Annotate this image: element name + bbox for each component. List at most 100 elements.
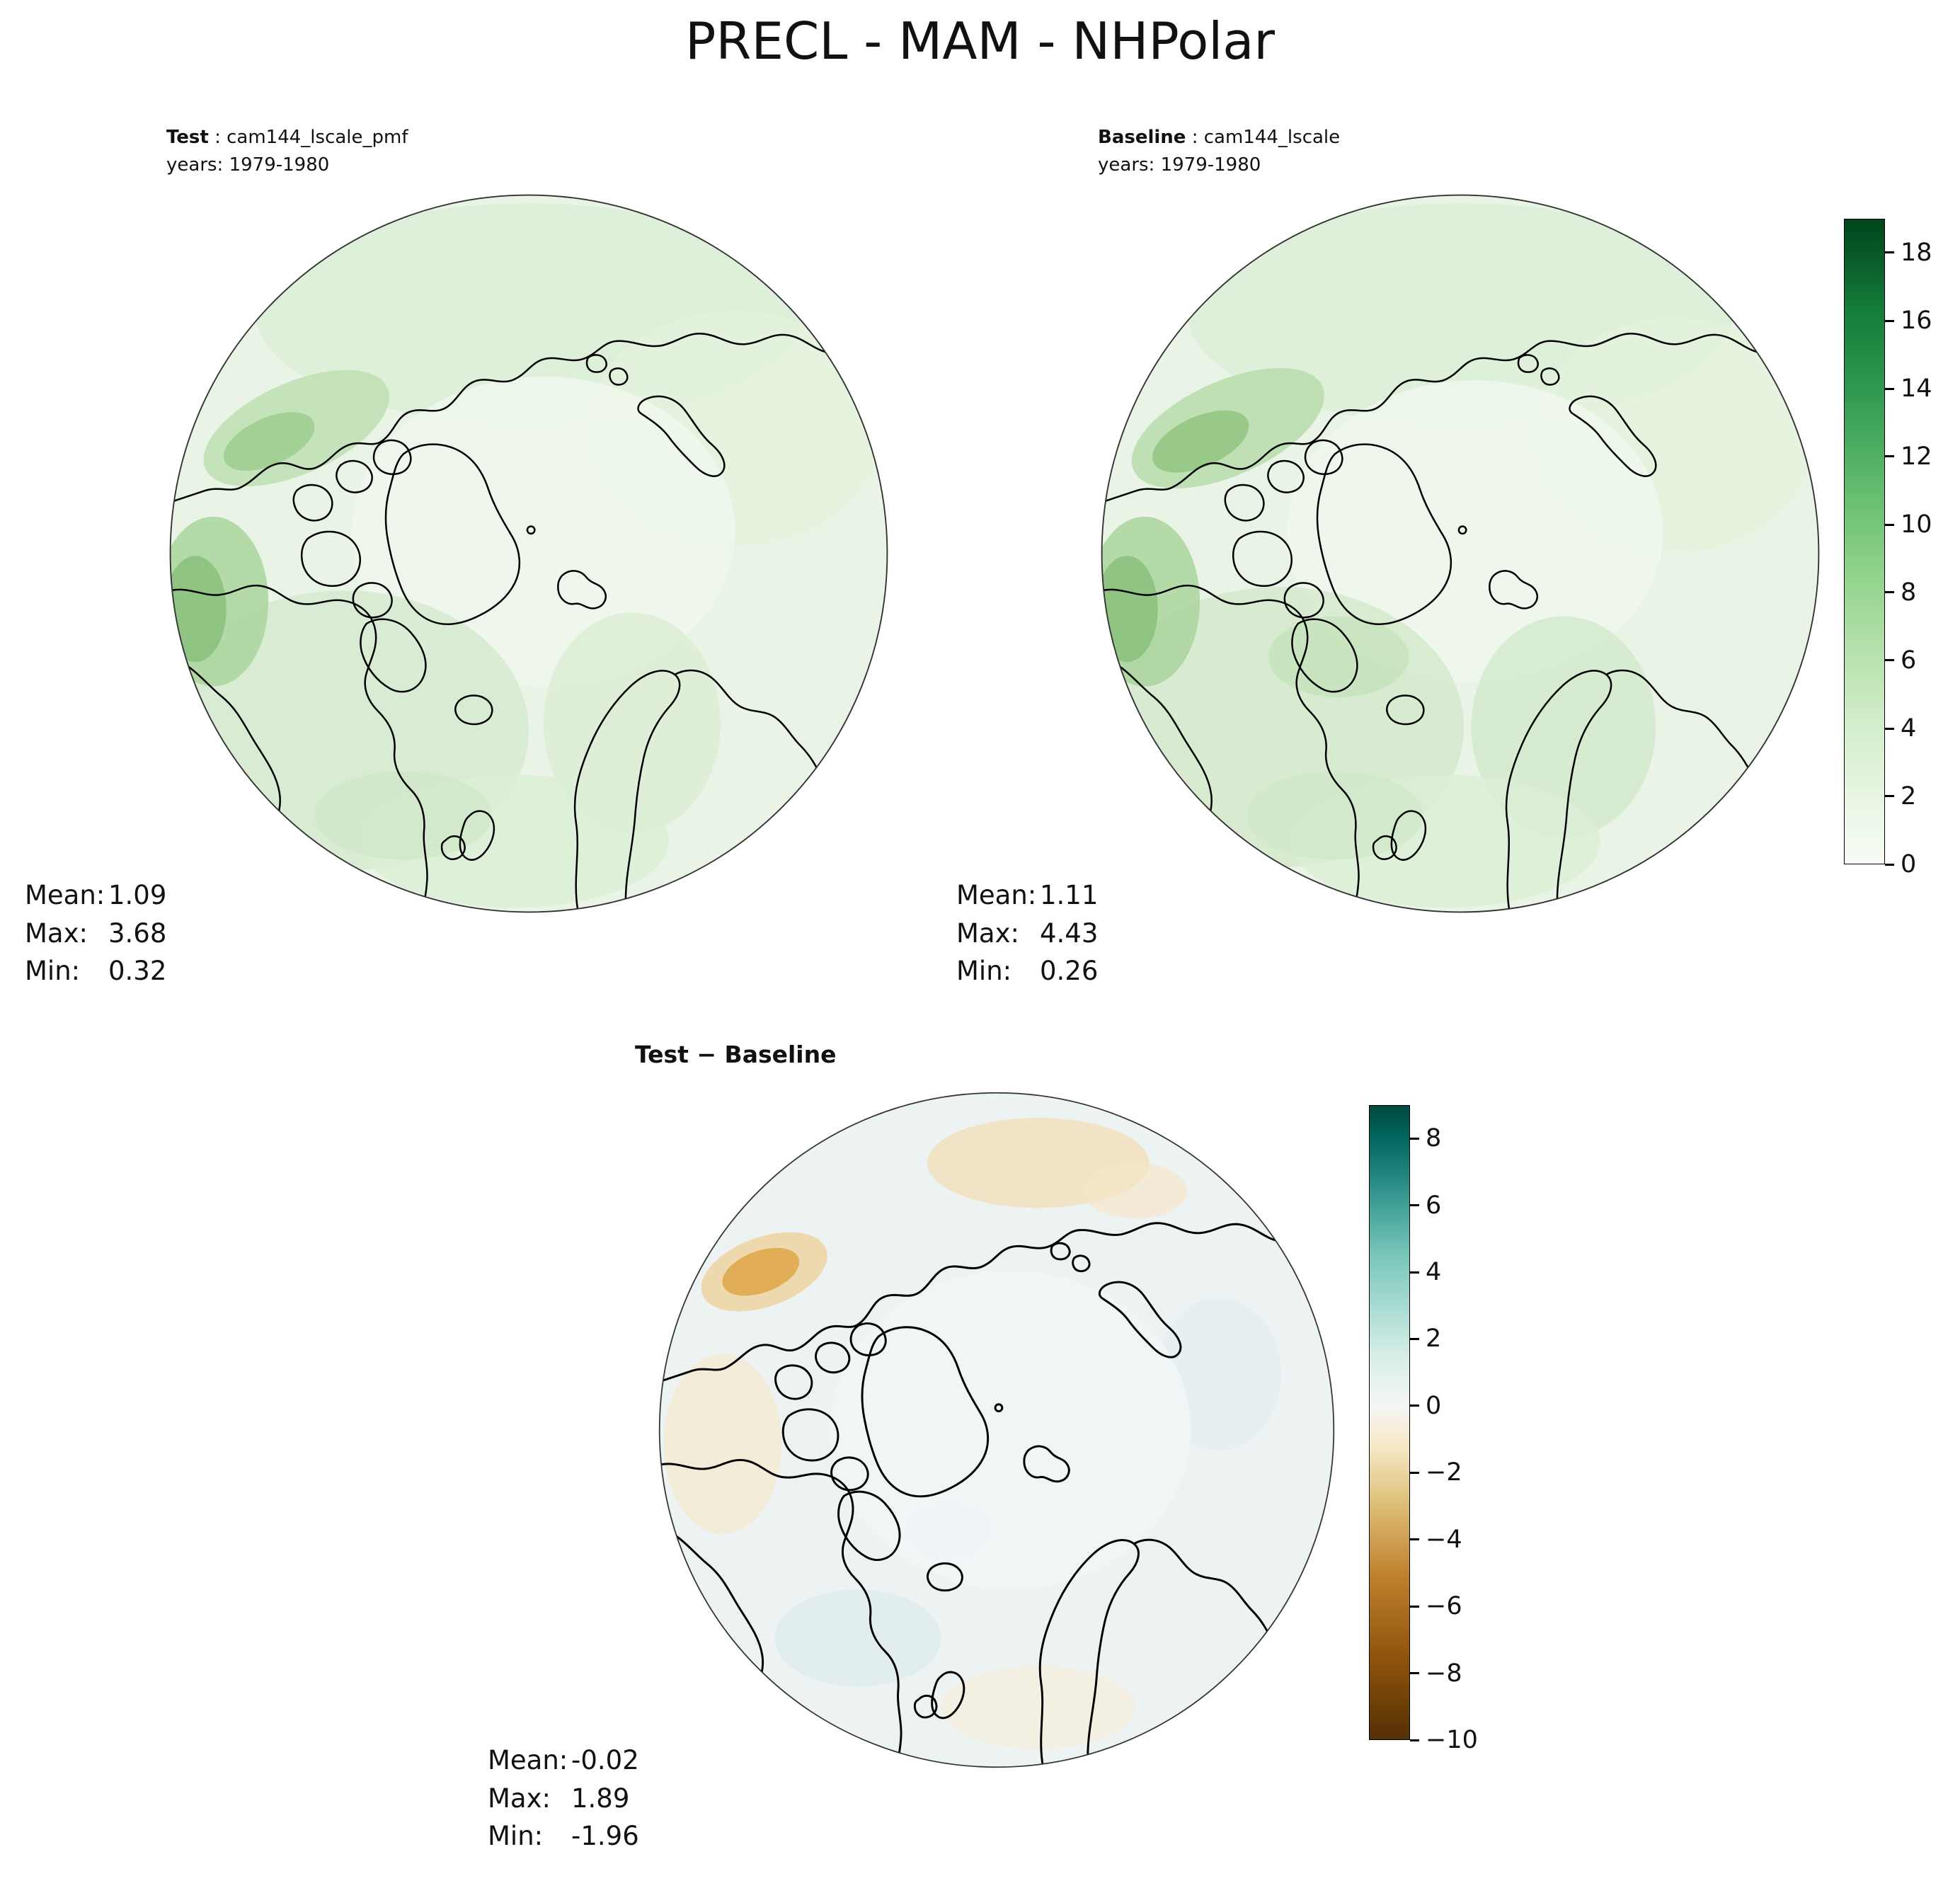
stat-max: Max: 3.68 bbox=[25, 915, 166, 953]
colorbar-tick: 8 bbox=[1885, 578, 1916, 607]
stat-value: 0.26 bbox=[1040, 956, 1099, 987]
stat-mean: Mean: 1.11 bbox=[956, 876, 1098, 915]
tick-label: −2 bbox=[1426, 1458, 1462, 1487]
tick-mark bbox=[1885, 659, 1894, 662]
tick-label: −10 bbox=[1426, 1726, 1478, 1754]
diff-stats: Mean: -0.02 Max: 1.89 Min: -1.96 bbox=[488, 1741, 639, 1855]
baseline-stats: Mean: 1.11 Max: 4.43 Min: 0.26 bbox=[956, 876, 1098, 990]
test-label: Test bbox=[166, 127, 209, 148]
tick-mark bbox=[1885, 727, 1894, 730]
baseline-label: Baseline bbox=[1098, 127, 1186, 148]
stat-value: -0.02 bbox=[571, 1745, 639, 1775]
stat-value: 1.89 bbox=[571, 1783, 630, 1814]
tick-label: 8 bbox=[1426, 1124, 1442, 1153]
tick-mark bbox=[1410, 1538, 1419, 1541]
stat-max: Max: 1.89 bbox=[488, 1780, 639, 1818]
colorbar-tick: 8 bbox=[1410, 1124, 1441, 1152]
colorbar-tick: −8 bbox=[1410, 1659, 1462, 1688]
tick-mark bbox=[1410, 1471, 1419, 1474]
tick-mark bbox=[1885, 387, 1894, 390]
tick-mark bbox=[1410, 1404, 1419, 1407]
tick-mark bbox=[1885, 455, 1894, 458]
tick-label: 14 bbox=[1901, 374, 1932, 404]
tick-mark bbox=[1410, 1739, 1419, 1741]
stat-label: Max: bbox=[488, 1783, 551, 1814]
stat-value: 3.68 bbox=[108, 917, 167, 949]
stat-value: 1.09 bbox=[108, 880, 167, 910]
tick-mark bbox=[1410, 1337, 1419, 1340]
tick-label: 4 bbox=[1901, 714, 1917, 743]
baseline-run-name: cam144_lscale bbox=[1203, 127, 1341, 148]
colorbar-tick: 2 bbox=[1885, 782, 1916, 811]
stat-max: Max: 4.43 bbox=[956, 915, 1098, 953]
colorbar-tick: 4 bbox=[1885, 714, 1916, 743]
tick-mark bbox=[1410, 1137, 1419, 1140]
stat-label: Mean: bbox=[25, 880, 105, 910]
stat-label: Mean: bbox=[956, 880, 1037, 910]
test-run-name: cam144_lscale_pmf bbox=[227, 127, 408, 148]
stat-value: 0.32 bbox=[108, 956, 167, 987]
tick-label: 2 bbox=[1901, 782, 1917, 811]
tick-label: 0 bbox=[1426, 1391, 1442, 1420]
tick-mark bbox=[1885, 795, 1894, 798]
tick-mark bbox=[1885, 863, 1894, 866]
stat-mean: Mean: 1.09 bbox=[25, 876, 166, 915]
tick-label: 0 bbox=[1901, 850, 1917, 879]
map-boundary bbox=[169, 194, 888, 913]
colorbar-tick: 16 bbox=[1885, 307, 1932, 335]
colorbar-tick: 4 bbox=[1410, 1258, 1441, 1286]
tick-label: −6 bbox=[1426, 1592, 1462, 1621]
test-stats: Mean: 1.09 Max: 3.68 Min: 0.32 bbox=[25, 876, 166, 990]
colorbar-tick: 10 bbox=[1885, 510, 1932, 539]
baseline-map bbox=[1101, 194, 1820, 913]
tick-mark bbox=[1410, 1672, 1419, 1675]
colorbar-tick: 0 bbox=[1410, 1392, 1441, 1420]
diff-panel-title: Test − Baseline bbox=[635, 1041, 837, 1068]
colorbar-tick: −10 bbox=[1410, 1726, 1478, 1754]
tick-mark bbox=[1885, 591, 1894, 594]
baseline-separator: : bbox=[1186, 127, 1204, 148]
stat-label: Min: bbox=[488, 1821, 544, 1852]
colorbar-tick: 6 bbox=[1885, 646, 1916, 675]
colorbar-tick: 18 bbox=[1885, 239, 1932, 267]
stat-min: Min: 0.32 bbox=[25, 952, 166, 990]
colorbar-tick: 14 bbox=[1885, 374, 1932, 403]
stat-label: Max: bbox=[956, 917, 1019, 949]
tick-label: 8 bbox=[1901, 578, 1917, 607]
test-run-line: Test : cam144_lscale_pmf bbox=[166, 124, 408, 151]
baseline-run-line: Baseline : cam144_lscale bbox=[1098, 124, 1340, 151]
stat-label: Max: bbox=[25, 917, 88, 949]
colorbar-tick: 0 bbox=[1885, 850, 1916, 879]
tick-label: 12 bbox=[1901, 442, 1932, 471]
tick-label: 6 bbox=[1901, 646, 1917, 675]
diff-colorbar-gradient bbox=[1369, 1105, 1410, 1740]
colorbar-tick: −6 bbox=[1410, 1592, 1462, 1620]
diff-map bbox=[658, 1092, 1335, 1768]
map-boundary bbox=[658, 1092, 1335, 1768]
colorbar-tick: 6 bbox=[1410, 1191, 1441, 1220]
test-separator: : bbox=[208, 127, 227, 148]
tick-label: 10 bbox=[1901, 510, 1932, 539]
stat-label: Mean: bbox=[488, 1745, 568, 1775]
test-panel-header: Test : cam144_lscale_pmf years: 1979-198… bbox=[166, 124, 408, 179]
main-colorbar-gradient bbox=[1844, 219, 1885, 864]
colorbar-tick: −2 bbox=[1410, 1458, 1462, 1487]
stat-value: 1.11 bbox=[1040, 880, 1099, 910]
figure-title: PRECL - MAM - NHPolar bbox=[685, 11, 1275, 71]
colorbar-tick: 2 bbox=[1410, 1325, 1441, 1353]
tick-mark bbox=[1885, 319, 1894, 322]
map-boundary bbox=[1101, 194, 1820, 913]
stat-value: -1.96 bbox=[571, 1821, 639, 1852]
test-map-shading bbox=[170, 195, 888, 912]
tick-mark bbox=[1410, 1204, 1419, 1207]
stat-value: 4.43 bbox=[1040, 917, 1099, 949]
stat-min: Min: -1.96 bbox=[488, 1817, 639, 1855]
test-years: years: 1979-1980 bbox=[166, 154, 330, 176]
diff-map-shading bbox=[659, 1092, 1334, 1768]
stat-mean: Mean: -0.02 bbox=[488, 1741, 639, 1780]
tick-mark bbox=[1410, 1271, 1419, 1274]
baseline-map-shading bbox=[1101, 195, 1819, 912]
colorbar-tick: 12 bbox=[1885, 442, 1932, 471]
stat-label: Min: bbox=[956, 956, 1012, 987]
